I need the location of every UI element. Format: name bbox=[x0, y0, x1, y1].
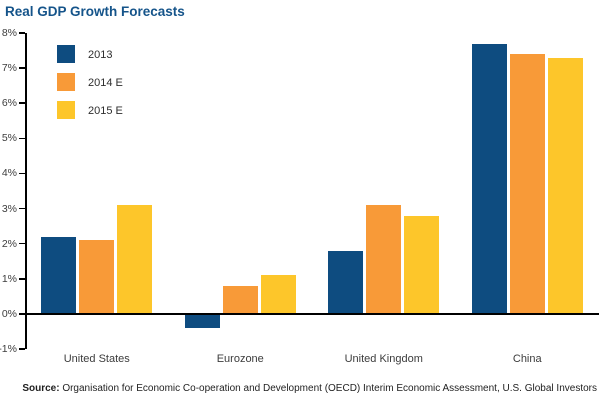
y-axis-tick-label: 8% bbox=[1, 27, 17, 39]
bar-2015E-eurozone bbox=[260, 275, 296, 314]
bar-2014E-eurozone bbox=[222, 285, 258, 314]
y-axis-tick bbox=[19, 207, 25, 210]
y-axis-tick bbox=[19, 278, 25, 280]
legend-swatch-icon bbox=[57, 101, 75, 119]
legend-swatch-icon bbox=[57, 45, 75, 63]
bar-2015E-china bbox=[547, 57, 583, 314]
legend-label: 2015 E bbox=[88, 105, 123, 117]
bar-2013-china bbox=[471, 43, 507, 314]
chart-title: Real GDP Growth Forecasts bbox=[5, 4, 185, 19]
y-axis-tick bbox=[19, 172, 25, 175]
y-axis-tick-label: 2% bbox=[1, 237, 17, 250]
source-text: Organisation for Economic Co-operation a… bbox=[59, 383, 597, 394]
y-axis-tick bbox=[19, 313, 25, 315]
source-note: Source: Organisation for Economic Co-ope… bbox=[22, 383, 597, 394]
y-axis-tick-label: 3% bbox=[1, 202, 17, 215]
legend-swatch-icon bbox=[57, 73, 75, 91]
y-axis-tick-label: 5% bbox=[1, 132, 17, 145]
y-axis-tick bbox=[19, 242, 25, 245]
bar-2013-eurozone bbox=[184, 313, 220, 328]
y-axis-tick-label: 1% bbox=[1, 272, 17, 285]
y-axis-tick bbox=[19, 32, 25, 34]
category-label: United States bbox=[63, 353, 130, 365]
legend-label: 2014 E bbox=[88, 77, 123, 89]
bar-2015E-united-kingdom bbox=[404, 215, 440, 314]
bar-2014E-united-states bbox=[79, 240, 115, 314]
legend-label: 2013 bbox=[88, 49, 113, 61]
y-axis-tick bbox=[19, 102, 25, 104]
category-label: United Kingdom bbox=[344, 353, 423, 365]
bar-2013-united-states bbox=[41, 236, 77, 314]
bar-2014E-china bbox=[509, 54, 545, 314]
bar-2015E-united-states bbox=[117, 205, 153, 314]
bar-2014E-united-kingdom bbox=[366, 205, 402, 314]
y-axis-tick-label: 4% bbox=[1, 167, 17, 180]
y-axis-line bbox=[25, 33, 27, 349]
zero-baseline bbox=[25, 313, 599, 315]
category-label: China bbox=[512, 353, 542, 365]
y-axis-tick-label: 6% bbox=[1, 97, 17, 110]
y-axis-tick-label: -1% bbox=[0, 343, 17, 355]
bar-2013-united-kingdom bbox=[328, 250, 364, 314]
y-axis-tick bbox=[19, 348, 25, 350]
y-axis-tick-label: 7% bbox=[1, 62, 17, 75]
y-axis-tick-label: 0% bbox=[1, 307, 17, 320]
y-axis-tick bbox=[19, 137, 25, 140]
source-label: Source: bbox=[22, 383, 60, 394]
y-axis-tick bbox=[19, 67, 25, 69]
category-label: Eurozone bbox=[216, 353, 264, 365]
